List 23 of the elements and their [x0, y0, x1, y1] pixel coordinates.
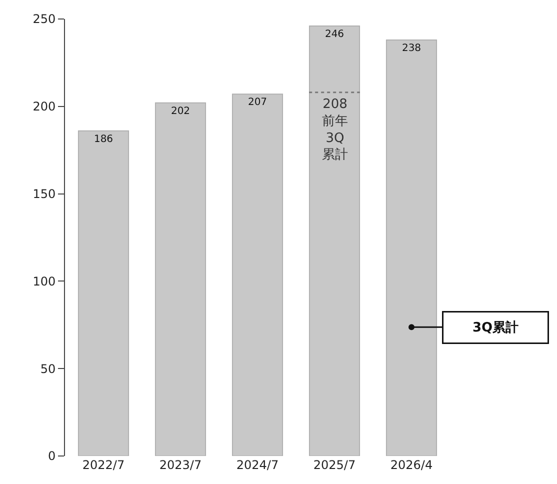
bar — [232, 94, 284, 456]
annotation: 208 前年 3Q 累計 — [322, 97, 348, 163]
data-label: 238 — [402, 42, 422, 54]
bar — [78, 130, 130, 456]
data-label: 202 — [170, 106, 190, 117]
y-tick-label: 50 — [40, 362, 56, 376]
y-tick-label: 150 — [32, 187, 56, 201]
x-tick-label: 2023/7 — [159, 458, 202, 472]
bar — [154, 102, 206, 456]
y-tick-label: 250 — [32, 12, 56, 26]
x-tick-label: 2022/7 — [82, 458, 125, 472]
y-tick-label: 100 — [32, 274, 56, 288]
data-label: 207 — [248, 97, 268, 108]
bar — [386, 39, 438, 456]
data-label: 186 — [94, 134, 114, 145]
data-label: 246 — [324, 28, 344, 40]
y-tick-label: 200 — [32, 100, 56, 114]
y-tick-label: 0 — [48, 449, 56, 464]
picture-callout: 3Q累計 — [408, 311, 549, 344]
x-tick-label: 2026/4 — [390, 458, 433, 472]
bar — [308, 25, 360, 456]
x-tick-label: 2024/7 — [236, 458, 279, 472]
x-tick-label: 2025/7 — [313, 458, 356, 472]
